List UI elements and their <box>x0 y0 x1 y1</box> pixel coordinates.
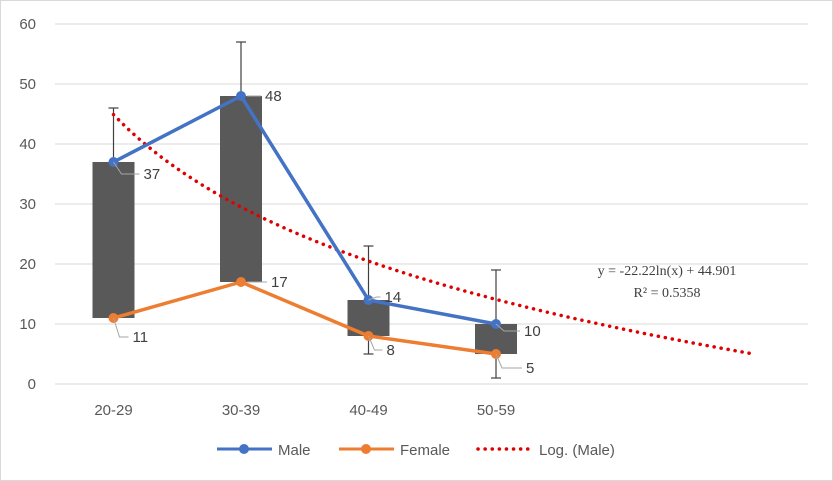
x-tick-label: 50-59 <box>477 402 515 419</box>
y-axis-tick-labels: 0 10 20 30 40 50 60 <box>19 16 36 393</box>
y-tick-label: 30 <box>19 196 36 213</box>
legend-label-female: Female <box>400 442 450 459</box>
series-lines <box>108 91 501 359</box>
y-tick-label: 20 <box>19 256 36 273</box>
leader-line <box>368 296 381 301</box>
data-label-male: 14 <box>385 289 402 306</box>
leader-line <box>495 323 520 332</box>
range-bar <box>220 96 262 282</box>
data-label-female: 17 <box>271 274 288 291</box>
x-tick-label: 40-49 <box>349 402 387 419</box>
legend-label-trendline: Log. (Male) <box>539 442 615 459</box>
y-tick-label: 50 <box>19 76 36 93</box>
trendline-equation-text: y = -22.22ln(x) + 44.901 <box>598 264 737 279</box>
range-bar <box>92 162 135 318</box>
trendline-r-squared: R² = 0.5358 <box>634 286 701 301</box>
series-line-male <box>112 94 497 326</box>
trendline-equation: y = -22.22ln(x) + 44.901 R² = 0.5358 <box>598 264 737 301</box>
trendline-log-male <box>111 112 753 356</box>
legend-item-trendline: Log. (Male) <box>476 442 615 459</box>
legend: Male Female Log. (Male) <box>217 442 615 459</box>
trendline <box>111 112 753 356</box>
x-tick-label: 20-29 <box>94 402 132 419</box>
legend-label-male: Male <box>278 442 311 459</box>
data-label-male: 10 <box>524 323 541 340</box>
y-tick-label: 0 <box>28 376 36 393</box>
legend-item-male: Male <box>217 442 311 459</box>
gridlines <box>55 23 808 385</box>
series-marker-male <box>236 91 246 101</box>
x-axis-tick-labels: 20-29 30-39 40-49 50-59 <box>94 402 515 419</box>
data-labels: 37 48 14 10 11 17 8 5 <box>113 88 541 377</box>
error-bars <box>108 41 501 379</box>
range-bars <box>92 96 517 354</box>
data-label-female: 11 <box>133 329 149 346</box>
data-label-male: 37 <box>144 166 161 183</box>
data-label-female: 5 <box>526 360 534 377</box>
data-label-female: 8 <box>387 342 395 359</box>
series-line-female <box>113 280 497 356</box>
leader-line <box>113 161 140 175</box>
legend-item-female: Female <box>339 442 450 459</box>
y-tick-label: 10 <box>19 316 36 333</box>
x-tick-label: 30-39 <box>222 402 260 419</box>
series-marker-female <box>236 277 246 287</box>
legend-marker-male <box>239 444 249 454</box>
data-label-male: 48 <box>265 88 282 105</box>
legend-marker-female <box>361 444 371 454</box>
leader-line <box>368 335 383 351</box>
y-tick-label: 60 <box>19 16 36 33</box>
leader-line <box>113 317 129 338</box>
y-tick-label: 40 <box>19 136 36 153</box>
leader-line <box>495 353 522 369</box>
